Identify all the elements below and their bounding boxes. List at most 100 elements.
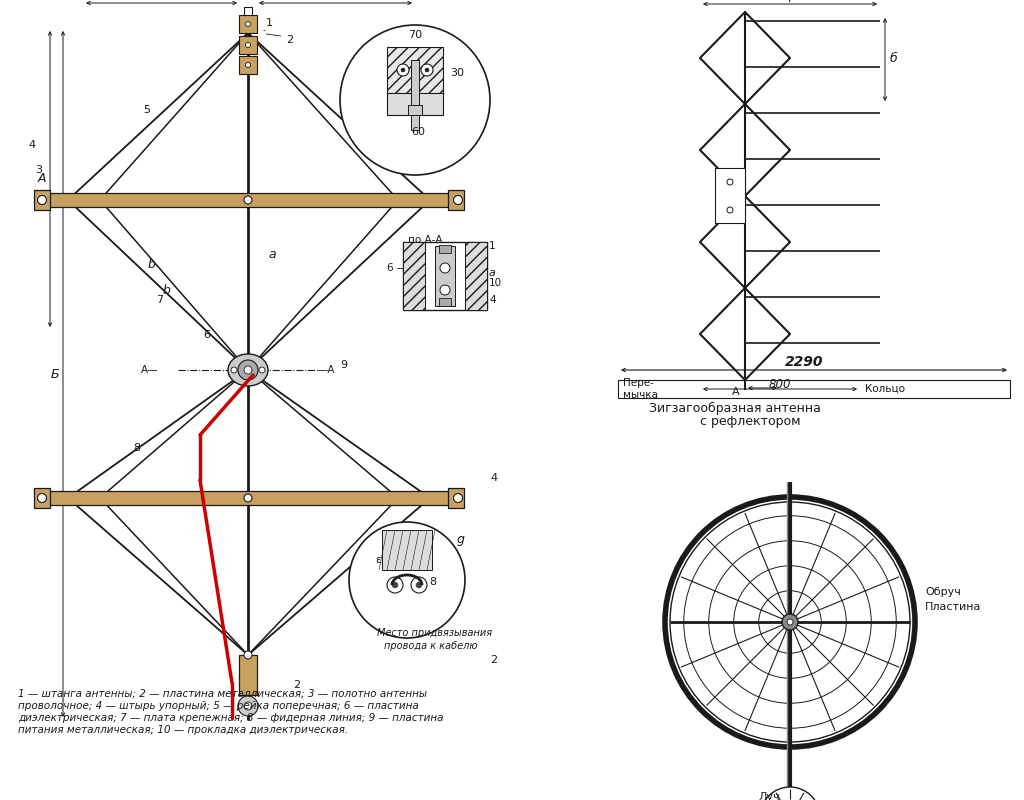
Circle shape: [246, 42, 251, 47]
Text: 5: 5: [143, 105, 150, 115]
Bar: [34, 190, 50, 210]
Text: a: a: [268, 249, 275, 262]
Circle shape: [38, 195, 46, 205]
Text: по А-А: по А-А: [408, 235, 442, 245]
Text: 6: 6: [203, 330, 210, 340]
Text: диэлектрическая; 7 — плата крепежная; 8 — фидерная линия; 9 — пластина: диэлектрическая; 7 — плата крепежная; 8 …: [18, 713, 443, 723]
Bar: [411, 60, 419, 130]
Text: 60: 60: [411, 127, 425, 137]
Text: Обруч: Обруч: [925, 587, 961, 597]
Circle shape: [727, 207, 733, 213]
Text: Кольцо: Кольцо: [865, 384, 905, 394]
Circle shape: [244, 366, 252, 374]
Circle shape: [392, 582, 398, 588]
Text: Пластина: Пластина: [925, 602, 981, 612]
Text: —А: —А: [318, 365, 336, 375]
Circle shape: [238, 360, 258, 380]
Text: 3: 3: [35, 165, 42, 175]
Bar: [239, 36, 257, 54]
Circle shape: [425, 68, 429, 72]
Circle shape: [244, 702, 252, 710]
Circle shape: [244, 651, 252, 659]
Text: р: р: [788, 0, 796, 2]
Text: g: g: [457, 534, 465, 546]
Circle shape: [760, 787, 820, 800]
Circle shape: [727, 179, 733, 185]
Text: 1: 1: [489, 241, 496, 251]
Text: б: б: [890, 51, 898, 65]
Bar: [34, 488, 50, 508]
Circle shape: [244, 494, 252, 502]
Bar: [449, 190, 464, 210]
Text: Место придвязывания: Место придвязывания: [377, 628, 493, 638]
Ellipse shape: [228, 354, 268, 386]
Text: b: b: [148, 258, 156, 271]
Text: 8: 8: [429, 577, 436, 587]
Text: 1 — штанга антенны; 2 — пластина металлическая; 3 — полотно антенны: 1 — штанга антенны; 2 — пластина металли…: [18, 689, 427, 699]
Text: 2: 2: [490, 655, 497, 665]
Circle shape: [454, 195, 463, 205]
Circle shape: [349, 522, 465, 638]
Text: А: А: [732, 387, 740, 397]
Circle shape: [387, 577, 403, 593]
Circle shape: [454, 494, 463, 502]
Text: 2: 2: [286, 35, 293, 45]
Text: Зигзагообразная антенна: Зигзагообразная антенна: [649, 402, 821, 414]
Circle shape: [440, 285, 450, 295]
Text: Луч: Луч: [759, 792, 780, 800]
Circle shape: [416, 582, 422, 588]
Text: 4: 4: [490, 473, 497, 483]
Bar: [387, 47, 443, 95]
Circle shape: [231, 367, 237, 373]
Bar: [439, 245, 451, 253]
Text: провода к кабелю: провода к кабелю: [384, 641, 477, 651]
Polygon shape: [382, 530, 432, 570]
Text: 1: 1: [266, 18, 273, 28]
Text: 10: 10: [489, 278, 502, 288]
Text: 800: 800: [769, 378, 792, 390]
Circle shape: [787, 619, 793, 625]
Circle shape: [244, 196, 252, 204]
Text: 8: 8: [133, 443, 140, 453]
Bar: [403, 242, 425, 310]
Circle shape: [238, 696, 258, 716]
Text: Пере-
мычка: Пере- мычка: [623, 378, 658, 400]
Bar: [449, 488, 464, 508]
Bar: [239, 56, 257, 74]
Bar: [48, 491, 450, 505]
Bar: [244, 7, 252, 15]
Bar: [48, 193, 450, 207]
Text: 70: 70: [408, 30, 422, 40]
Bar: [403, 242, 487, 310]
Bar: [439, 298, 451, 306]
Text: ε: ε: [375, 555, 381, 565]
Circle shape: [397, 64, 409, 76]
Text: 4: 4: [489, 295, 496, 305]
Text: 6: 6: [386, 263, 393, 273]
Bar: [715, 168, 745, 223]
Text: с: с: [162, 0, 168, 2]
Circle shape: [411, 577, 427, 593]
Bar: [408, 105, 422, 115]
Bar: [239, 655, 257, 695]
Text: Б: Б: [50, 367, 59, 381]
Circle shape: [38, 494, 46, 502]
Bar: [465, 242, 487, 310]
Circle shape: [259, 367, 265, 373]
Circle shape: [440, 263, 450, 273]
Text: 2290: 2290: [784, 355, 823, 369]
Bar: [239, 15, 257, 33]
Text: 9: 9: [340, 360, 347, 370]
Text: 2: 2: [293, 680, 300, 690]
Circle shape: [246, 22, 251, 26]
Text: а: а: [489, 268, 496, 278]
Bar: [618, 380, 1010, 398]
Text: 4: 4: [28, 140, 35, 150]
Text: 30: 30: [450, 68, 464, 78]
Circle shape: [246, 62, 251, 67]
Text: проволочное; 4 — штырь упорный; 5 — рейка поперечная; 6 — пластина: проволочное; 4 — штырь упорный; 5 — рейк…: [18, 701, 419, 711]
Text: с рефлектором: с рефлектором: [699, 415, 801, 429]
Circle shape: [340, 25, 490, 175]
Text: А—: А—: [140, 365, 158, 375]
Circle shape: [782, 614, 798, 630]
